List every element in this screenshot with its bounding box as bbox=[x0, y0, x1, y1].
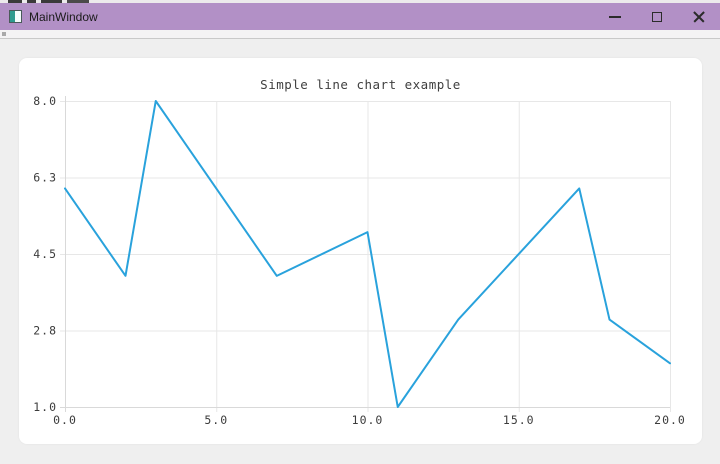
x-tick-label: 5.0 bbox=[204, 413, 228, 427]
minus-icon bbox=[609, 15, 621, 18]
x-tick-label: 0.0 bbox=[53, 413, 77, 427]
x-tick-label: 20.0 bbox=[654, 413, 686, 427]
line-series bbox=[64, 100, 671, 408]
chart-panel: Simple line chart example 0.0 5.0 10.0 15.0… bbox=[19, 58, 702, 444]
y-tick-label: 2.8 bbox=[33, 324, 57, 338]
close-button[interactable] bbox=[678, 3, 720, 30]
chart-title: Simple line chart example bbox=[260, 77, 461, 92]
square-icon bbox=[652, 11, 662, 22]
background-window-fragment bbox=[41, 0, 62, 3]
x-icon bbox=[692, 10, 706, 24]
y-tick-label: 1.0 bbox=[33, 400, 57, 414]
x-tick-label: 10.0 bbox=[352, 413, 384, 427]
menu-strip-artifact bbox=[2, 32, 6, 36]
x-tick-label: 15.0 bbox=[503, 413, 535, 427]
y-tick-label: 4.5 bbox=[33, 247, 57, 261]
window-controls bbox=[594, 3, 720, 30]
minimize-button[interactable] bbox=[594, 3, 636, 30]
background-window-fragment bbox=[8, 0, 22, 3]
window-title: MainWindow bbox=[29, 9, 98, 24]
background-window-fragment bbox=[67, 0, 89, 3]
app-window-icon bbox=[9, 10, 22, 23]
maximize-button[interactable] bbox=[636, 3, 678, 30]
y-tick-label: 8.0 bbox=[33, 94, 57, 108]
titlebar: MainWindow bbox=[0, 3, 720, 30]
background-window-fragment bbox=[27, 0, 36, 3]
background-window-sliver bbox=[0, 0, 720, 3]
chart-canvas: 0.0 5.0 10.0 15.0 20.0 8.0 6.3 4.5 2.8 1.0 bbox=[33, 94, 686, 427]
menu-strip bbox=[0, 30, 720, 39]
y-tick-label: 6.3 bbox=[33, 171, 57, 185]
